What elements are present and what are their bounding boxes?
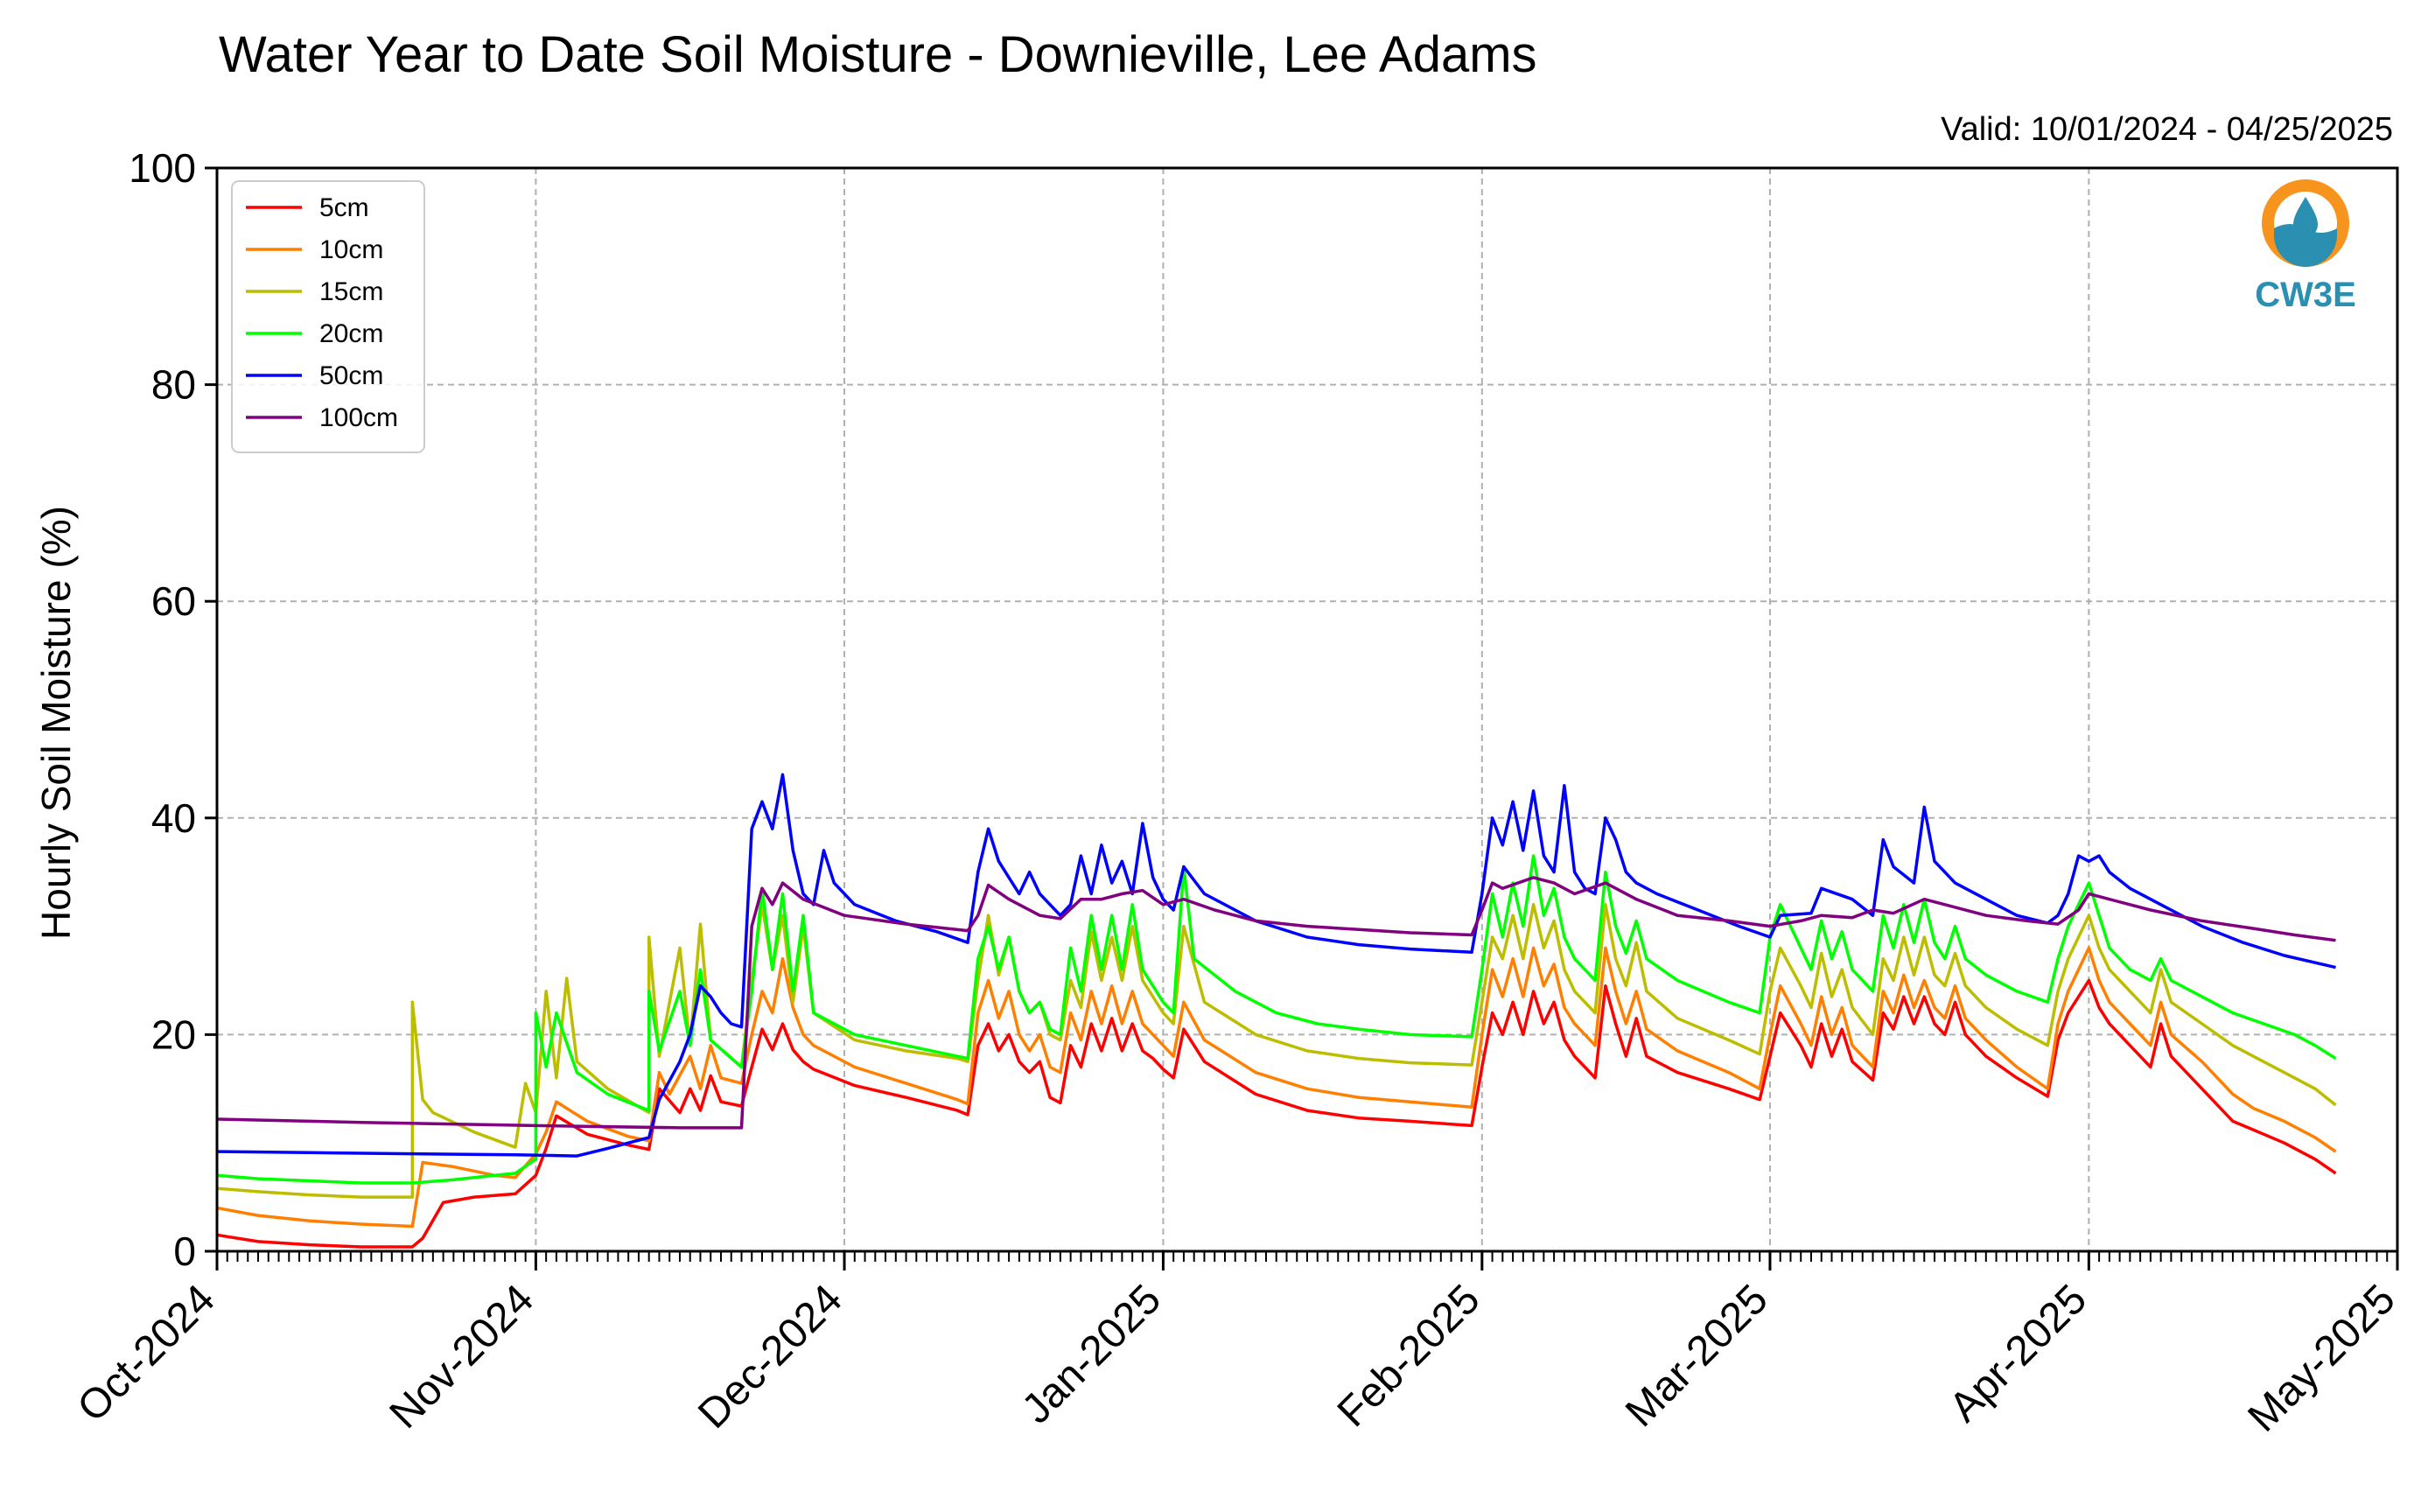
y-tick-label: 0 <box>173 1228 196 1274</box>
logo-text: CW3E <box>2255 276 2356 314</box>
legend-label-20cm: 20cm <box>319 319 383 348</box>
series-line-15cm <box>216 903 2337 1199</box>
grid-lines <box>217 168 2397 1251</box>
x-tick-label: Nov-2024 <box>381 1276 543 1438</box>
cw3e-logo: CW3E <box>2255 179 2356 314</box>
series-line-5cm <box>216 978 2337 1249</box>
legend-label-5cm: 5cm <box>319 193 369 222</box>
x-tick-label: Mar-2025 <box>1617 1276 1777 1436</box>
y-tick-label: 60 <box>151 578 196 624</box>
y-tick-label: 100 <box>129 145 196 191</box>
legend-label-50cm: 50cm <box>319 361 383 390</box>
chart-subtitle: Valid: 10/01/2024 - 04/25/2025 <box>1941 111 2393 148</box>
logo-wave <box>2274 224 2337 267</box>
x-tick-label: Apr-2025 <box>1941 1276 2096 1431</box>
y-tick-label: 20 <box>151 1012 196 1057</box>
legend-label-15cm: 15cm <box>319 277 383 306</box>
logo-drop-icon <box>2293 197 2318 237</box>
series-line-10cm <box>216 946 2337 1228</box>
series-line-20cm <box>216 854 2337 1185</box>
x-tick-label: Jan-2025 <box>1013 1276 1170 1432</box>
series-line-50cm <box>216 773 2336 1158</box>
y-axis-label: Hourly Soil Moisture (%) <box>33 506 79 940</box>
series-lines <box>216 773 2337 1249</box>
x-tick-label: Oct-2024 <box>69 1276 224 1431</box>
x-tick-label: May-2025 <box>2239 1276 2404 1440</box>
x-tick-label: Feb-2025 <box>1329 1276 1489 1436</box>
legend: 5cm 10cm 15cm 20cm 50cm 100cm <box>231 180 425 453</box>
y-tick-label: 80 <box>151 362 196 408</box>
legend-label-10cm: 10cm <box>319 235 383 264</box>
chart-title: Water Year to Date Soil Moisture - Downi… <box>219 26 1537 83</box>
series-line-100cm <box>216 876 2336 1130</box>
legend-label-100cm: 100cm <box>319 403 398 432</box>
y-tick-label: 40 <box>151 795 196 841</box>
x-tick-label: Dec-2024 <box>689 1276 851 1438</box>
